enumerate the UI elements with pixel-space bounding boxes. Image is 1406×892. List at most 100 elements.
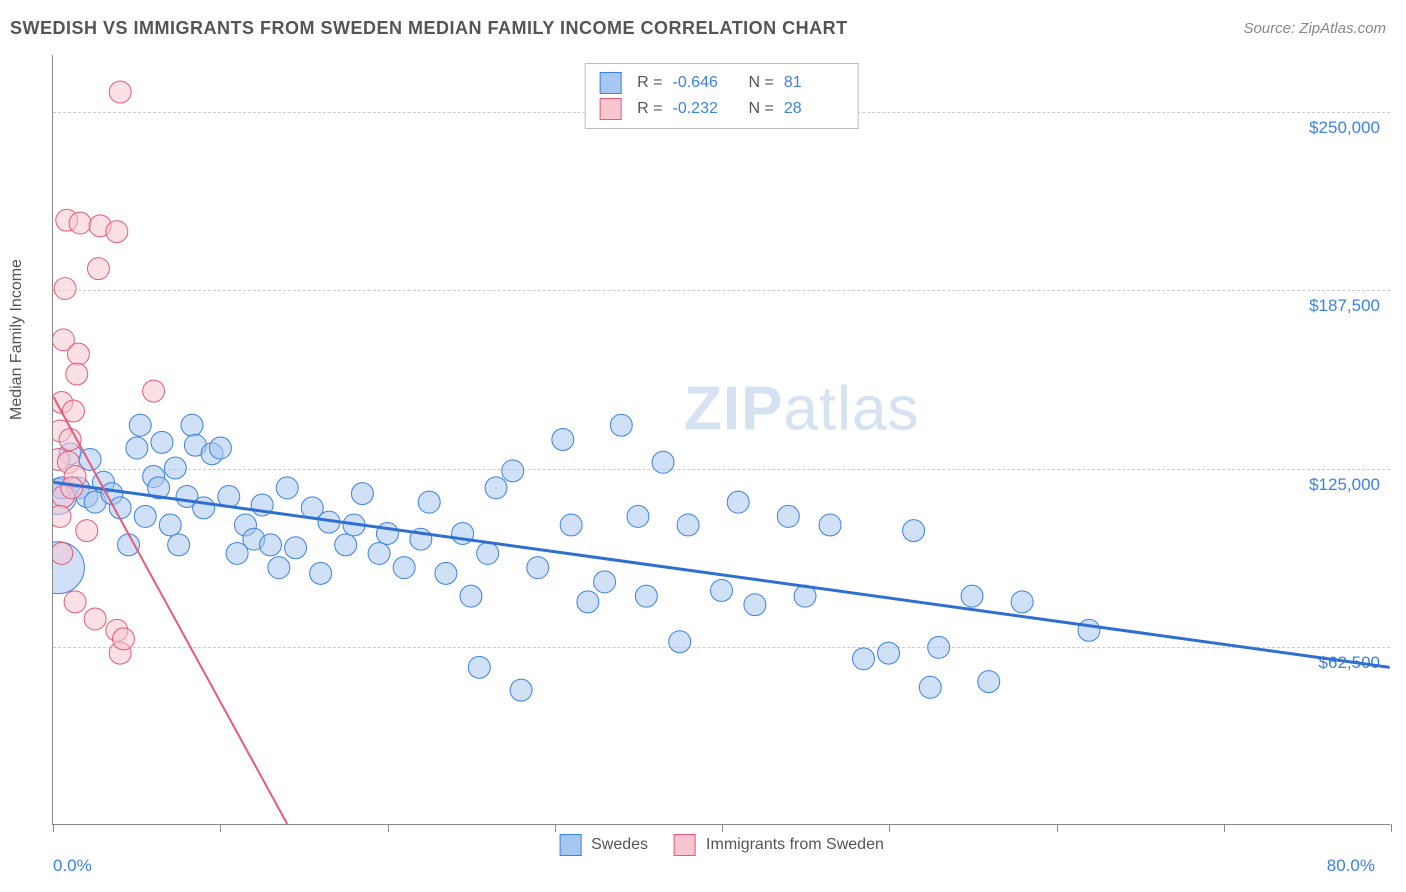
data-point [744, 594, 766, 616]
data-point [527, 557, 549, 579]
x-tick [388, 824, 389, 832]
data-point [134, 505, 156, 527]
y-axis-label: Median Family Income [8, 259, 26, 420]
data-point [418, 491, 440, 513]
n-value: 28 [784, 100, 844, 118]
x-axis-max: 80.0% [1327, 856, 1375, 876]
data-point [852, 648, 874, 670]
plot-area: ZIPatlas R = -0.646 N = 81 R = -0.232 N … [52, 55, 1390, 825]
n-label: N = [749, 100, 774, 118]
data-point [510, 679, 532, 701]
x-tick [889, 824, 890, 832]
data-point [76, 520, 98, 542]
data-point [129, 414, 151, 436]
x-tick [1057, 824, 1058, 832]
data-point [53, 542, 73, 564]
data-point [143, 380, 165, 402]
data-point [502, 460, 524, 482]
data-point [53, 505, 71, 527]
data-point [209, 437, 231, 459]
data-point [181, 414, 203, 436]
data-point [310, 562, 332, 584]
data-point [1078, 619, 1100, 641]
legend-correlation: R = -0.646 N = 81 R = -0.232 N = 28 [584, 63, 859, 129]
data-point [113, 628, 135, 650]
data-point [159, 514, 181, 536]
data-point [903, 520, 925, 542]
data-point [652, 451, 674, 473]
x-tick [53, 824, 54, 832]
data-point [1011, 591, 1033, 613]
r-label: R = [637, 74, 662, 92]
source-attribution: Source: ZipAtlas.com [1243, 20, 1386, 37]
data-point [87, 258, 109, 280]
data-point [627, 505, 649, 527]
data-point [560, 514, 582, 536]
x-tick [1391, 824, 1392, 832]
data-point [193, 497, 215, 519]
data-point [677, 514, 699, 536]
data-point [376, 523, 398, 545]
legend-swatch [559, 834, 581, 856]
legend-series: Swedes Immigrants from Sweden [559, 834, 884, 856]
data-point [164, 457, 186, 479]
data-point [84, 608, 106, 630]
data-point [919, 676, 941, 698]
legend-swatch [599, 98, 621, 120]
legend-row: R = -0.232 N = 28 [599, 96, 844, 122]
data-point [126, 437, 148, 459]
legend-series-label: Immigrants from Sweden [706, 836, 884, 854]
legend-series-label: Swedes [591, 836, 648, 854]
trend-line-extrapolated [53, 397, 471, 824]
r-value: -0.646 [673, 74, 733, 92]
n-value: 81 [784, 74, 844, 92]
data-point [64, 591, 86, 613]
data-point [69, 212, 91, 234]
data-point [67, 343, 89, 365]
data-point [109, 497, 131, 519]
data-point [961, 585, 983, 607]
data-point [351, 483, 373, 505]
data-point [151, 431, 173, 453]
legend-row: R = -0.646 N = 81 [599, 70, 844, 96]
data-point [285, 537, 307, 559]
data-point [66, 363, 88, 385]
data-point [610, 414, 632, 436]
data-point [727, 491, 749, 513]
x-tick [722, 824, 723, 832]
trend-line [53, 482, 1389, 667]
x-axis-min: 0.0% [53, 856, 92, 876]
data-point [268, 557, 290, 579]
data-point [118, 534, 140, 556]
chart-title: SWEDISH VS IMMIGRANTS FROM SWEDEN MEDIAN… [10, 18, 848, 39]
data-point [577, 591, 599, 613]
legend-swatch [674, 834, 696, 856]
x-tick [1224, 824, 1225, 832]
data-point [477, 542, 499, 564]
data-point [54, 278, 76, 300]
data-point [260, 534, 282, 556]
data-point [635, 585, 657, 607]
chart-container: SWEDISH VS IMMIGRANTS FROM SWEDEN MEDIAN… [0, 0, 1406, 892]
x-tick [220, 824, 221, 832]
data-point [669, 631, 691, 653]
data-point [594, 571, 616, 593]
data-point [485, 477, 507, 499]
data-point [109, 81, 131, 103]
data-point [106, 221, 128, 243]
n-label: N = [749, 74, 774, 92]
r-value: -0.232 [673, 100, 733, 118]
data-point [928, 636, 950, 658]
data-point [711, 579, 733, 601]
data-point [468, 656, 490, 678]
data-point [168, 534, 190, 556]
data-point [435, 562, 457, 584]
data-point [276, 477, 298, 499]
data-point [978, 671, 1000, 693]
data-point [552, 429, 574, 451]
data-point [878, 642, 900, 664]
data-point [819, 514, 841, 536]
data-point [61, 477, 83, 499]
r-label: R = [637, 100, 662, 118]
legend-swatch [599, 72, 621, 94]
